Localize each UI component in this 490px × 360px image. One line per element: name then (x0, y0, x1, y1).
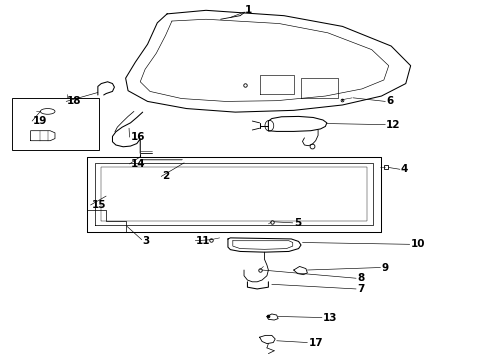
Text: 18: 18 (67, 96, 82, 107)
Text: 6: 6 (386, 96, 393, 107)
Bar (12, 98, 99, 150)
Text: 8: 8 (357, 273, 364, 283)
Text: 9: 9 (381, 262, 389, 273)
Text: 7: 7 (357, 284, 365, 294)
Text: 2: 2 (162, 171, 170, 181)
Text: 1: 1 (245, 5, 252, 15)
Text: 15: 15 (92, 200, 106, 210)
Text: 10: 10 (411, 239, 425, 249)
Text: 17: 17 (308, 338, 323, 347)
Text: 12: 12 (386, 120, 401, 130)
Text: 5: 5 (294, 218, 301, 228)
Text: 4: 4 (401, 164, 408, 174)
Text: 14: 14 (130, 159, 145, 169)
Text: 11: 11 (196, 236, 211, 246)
Text: 13: 13 (323, 312, 338, 323)
Text: 3: 3 (143, 236, 150, 246)
Text: 16: 16 (130, 132, 145, 142)
Text: 19: 19 (33, 116, 48, 126)
